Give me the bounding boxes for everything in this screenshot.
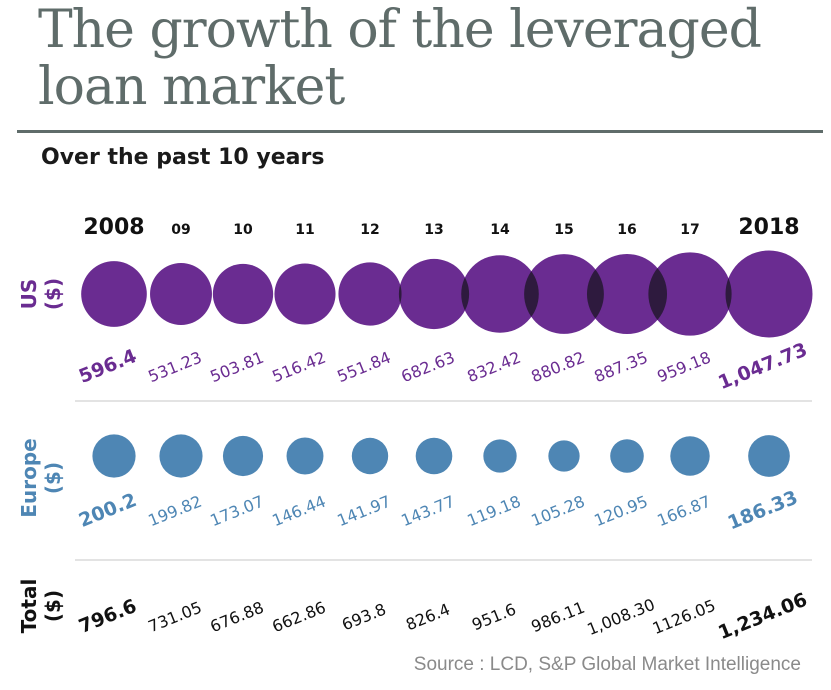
year-label: 10 xyxy=(233,222,253,238)
total-value-label: 676.88 xyxy=(207,598,266,637)
europe-bubble-15 xyxy=(548,440,580,472)
us-bubble-10 xyxy=(212,263,274,325)
us-bubble-09 xyxy=(150,263,212,325)
year-label: 14 xyxy=(490,222,510,238)
europe-bubble-09 xyxy=(159,434,203,478)
europe-value-label: 199.82 xyxy=(145,492,204,531)
total-value-label: 1,008.30 xyxy=(584,595,657,639)
total-value-label: 662.86 xyxy=(269,598,328,637)
us-value-label: 531.23 xyxy=(145,348,204,387)
europe-value-label: 143.77 xyxy=(398,492,457,531)
total-value-label: 731.05 xyxy=(145,598,204,637)
europe-value-label: 120.95 xyxy=(591,492,650,531)
europe-value-labels: 200.2 199.82 173.07 146.44 141.97 143.77 119.1… xyxy=(76,487,801,535)
total-value-label: 1126.05 xyxy=(650,596,718,638)
row-labels: US($) Europe($) Total($) xyxy=(17,278,65,633)
us-bubble-13 xyxy=(398,258,470,330)
total-value-label: 693.8 xyxy=(339,600,389,635)
year-labels: 2008 09 10 11 12 13 14 15 16 17 2018 xyxy=(83,215,799,240)
us-value-labels: 596.4 531.23 503.81 516.42 551.84 682.63 832.4… xyxy=(76,339,811,395)
chart-subtitle: Over the past 10 years xyxy=(41,145,325,170)
year-label: 13 xyxy=(424,222,443,238)
europe-bubbles xyxy=(92,434,790,478)
us-bubble-11 xyxy=(274,263,336,325)
europe-bubble-14 xyxy=(483,439,517,473)
us-value-label: 959.18 xyxy=(654,348,713,387)
year-label: 2018 xyxy=(738,215,799,240)
europe-value-label: 173.07 xyxy=(207,492,266,531)
year-label: 11 xyxy=(295,222,314,238)
year-label: 12 xyxy=(360,222,379,238)
year-label: 15 xyxy=(554,222,573,238)
europe-value-label: 105.28 xyxy=(528,492,587,531)
europe-value-label: 141.97 xyxy=(334,492,393,531)
chart-title: The growth of the leveraged loan market xyxy=(38,0,762,117)
europe-bubble-10 xyxy=(222,435,264,477)
europe-bubble-2018 xyxy=(748,435,790,477)
europe-bubble-13 xyxy=(415,437,453,475)
europe-value-label: 186.33 xyxy=(725,487,801,535)
row-label-europe: Europe($) xyxy=(17,438,65,517)
us-bubble-2018 xyxy=(725,250,813,338)
year-label: 17 xyxy=(680,222,699,238)
us-value-label: 516.42 xyxy=(269,348,328,387)
us-bubbles xyxy=(81,250,813,338)
us-value-label: 596.4 xyxy=(76,345,140,388)
title-divider xyxy=(17,130,823,133)
us-bubble-12 xyxy=(338,262,402,326)
year-label: 09 xyxy=(171,222,190,238)
total-value-label: 826.4 xyxy=(403,600,453,635)
us-bubble-2008 xyxy=(81,261,147,327)
year-label: 16 xyxy=(617,222,636,238)
us-bubble-14 xyxy=(461,255,539,333)
us-value-label: 832.42 xyxy=(464,348,523,387)
europe-value-label: 119.18 xyxy=(464,492,523,531)
row-label-us: US($) xyxy=(17,278,65,310)
us-bubble-16 xyxy=(586,253,668,335)
europe-value-label: 166.87 xyxy=(654,492,713,531)
us-value-label: 551.84 xyxy=(334,348,393,387)
total-value-label: 1,234.06 xyxy=(715,589,810,645)
row-label-total: Total($) xyxy=(17,579,65,634)
europe-bubble-17 xyxy=(670,436,710,476)
us-value-label: 880.82 xyxy=(528,348,587,387)
total-value-label: 986.11 xyxy=(528,598,587,637)
year-label: 2008 xyxy=(83,215,144,240)
us-value-label: 887.35 xyxy=(591,348,650,387)
europe-value-label: 200.2 xyxy=(76,489,140,532)
europe-bubble-2008 xyxy=(92,434,136,478)
europe-bubble-16 xyxy=(610,439,644,473)
total-value-label: 796.6 xyxy=(76,595,140,638)
row-dividers xyxy=(75,400,812,561)
us-value-label: 682.63 xyxy=(398,348,457,387)
us-bubble-17 xyxy=(648,252,732,336)
us-bubble-15 xyxy=(524,254,604,334)
europe-bubble-11 xyxy=(286,437,324,475)
total-value-label: 951.6 xyxy=(469,600,519,635)
source-note: Source : LCD, S&P Global Market Intellig… xyxy=(413,654,801,675)
us-value-label: 503.81 xyxy=(207,348,266,387)
europe-value-label: 146.44 xyxy=(269,492,328,531)
europe-bubble-12 xyxy=(351,437,389,475)
total-value-labels: 796.6 731.05 676.88 662.86 693.8 826.4 951.6 98… xyxy=(76,589,811,645)
us-value-label: 1,047.73 xyxy=(715,339,810,395)
